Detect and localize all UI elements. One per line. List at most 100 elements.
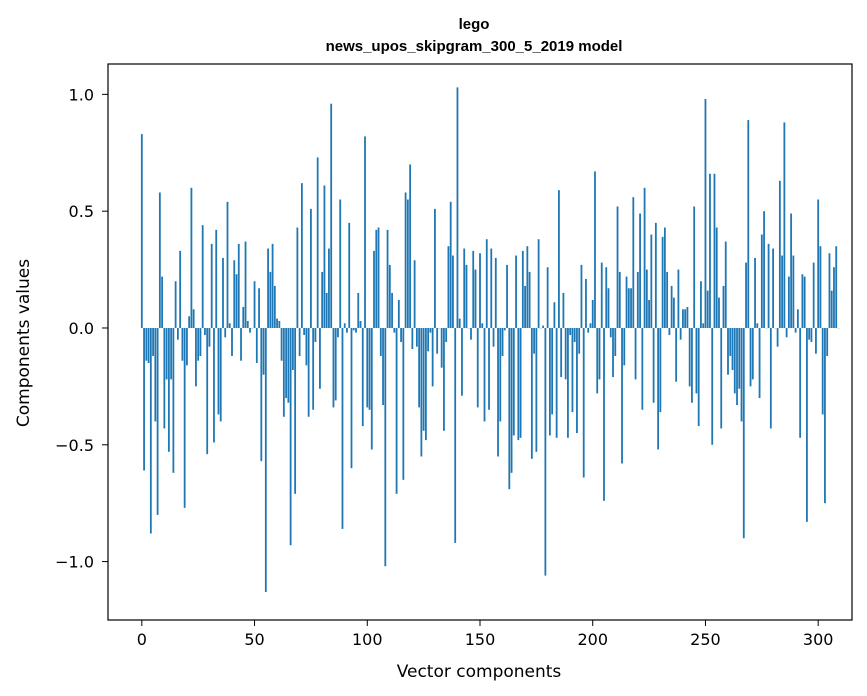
bar — [812, 262, 815, 328]
bar — [348, 222, 351, 328]
bar — [330, 103, 333, 328]
bar — [262, 327, 265, 375]
bar — [605, 267, 608, 328]
bar — [506, 264, 508, 328]
bar — [332, 327, 335, 408]
bar — [350, 327, 353, 469]
bar — [668, 327, 671, 335]
bar — [810, 327, 813, 342]
bar — [636, 271, 639, 328]
bar — [562, 292, 565, 328]
bar — [375, 229, 378, 328]
bar — [271, 243, 274, 328]
bar — [310, 208, 312, 328]
bar — [745, 262, 747, 328]
bar — [485, 239, 488, 328]
bar — [763, 211, 765, 328]
x-tick-label: 250 — [690, 630, 721, 649]
bar — [494, 257, 497, 328]
bar — [384, 327, 387, 567]
bar — [167, 327, 170, 452]
bar — [783, 122, 786, 328]
bar — [260, 327, 263, 462]
bar — [352, 327, 355, 331]
bar — [409, 164, 412, 328]
bar — [420, 327, 423, 457]
bar — [176, 327, 179, 340]
bar — [727, 327, 729, 375]
bar — [724, 241, 727, 328]
bar — [808, 327, 811, 340]
bar — [515, 255, 517, 328]
bar — [794, 327, 797, 333]
bar — [418, 327, 421, 408]
bar — [287, 327, 290, 403]
bar — [790, 213, 793, 328]
bar — [648, 299, 650, 328]
bar — [733, 327, 736, 394]
bar — [357, 292, 360, 328]
bar — [215, 229, 218, 328]
bar — [246, 320, 249, 328]
bar — [240, 327, 242, 361]
bar — [183, 327, 186, 508]
bar — [415, 327, 418, 347]
bar — [806, 327, 808, 522]
bar — [140, 134, 143, 328]
bar — [612, 327, 614, 378]
bar — [772, 248, 774, 328]
bar — [555, 327, 558, 438]
bar — [776, 327, 779, 347]
bar — [206, 327, 209, 455]
y-axis: −1.0 −0.5 0.0 0.5 1.0 — [55, 85, 108, 572]
bar — [544, 327, 547, 576]
bar — [190, 187, 193, 328]
bar — [231, 327, 233, 357]
bar — [751, 327, 754, 380]
bar — [787, 276, 790, 328]
bar — [580, 264, 583, 328]
bar — [700, 281, 702, 328]
bar — [258, 288, 260, 328]
bar — [355, 327, 357, 333]
bar — [706, 290, 709, 328]
bar — [677, 269, 680, 328]
bar — [219, 327, 222, 422]
bar — [386, 229, 389, 328]
bar — [835, 246, 838, 328]
bar — [510, 327, 513, 473]
bar — [201, 225, 204, 328]
bar — [517, 327, 520, 441]
bar — [224, 327, 227, 338]
bar — [316, 157, 319, 328]
x-axis-label: Vector components — [397, 662, 562, 682]
bar — [222, 257, 224, 328]
bar — [654, 222, 657, 328]
bar — [767, 243, 770, 328]
bar — [815, 327, 817, 354]
bar — [711, 327, 714, 445]
x-tick-label: 0 — [137, 630, 147, 649]
bar — [548, 327, 551, 436]
bar — [145, 327, 148, 361]
bar — [718, 297, 720, 328]
bar — [785, 327, 788, 338]
bar — [393, 327, 396, 333]
bar — [269, 271, 272, 328]
bar — [686, 306, 689, 328]
bar — [657, 327, 660, 450]
bar — [280, 327, 283, 361]
bar — [346, 327, 348, 333]
bar — [445, 327, 448, 342]
bar — [826, 327, 829, 357]
bar — [801, 274, 804, 328]
bar — [413, 260, 416, 328]
bar — [402, 327, 405, 480]
bar — [192, 309, 195, 328]
bar — [573, 327, 576, 342]
chart-subtitle: news_upos_skipgram_300_5_2019 model — [326, 38, 623, 55]
x-tick-label: 100 — [352, 630, 383, 649]
bar — [499, 327, 502, 422]
bar — [163, 327, 166, 429]
